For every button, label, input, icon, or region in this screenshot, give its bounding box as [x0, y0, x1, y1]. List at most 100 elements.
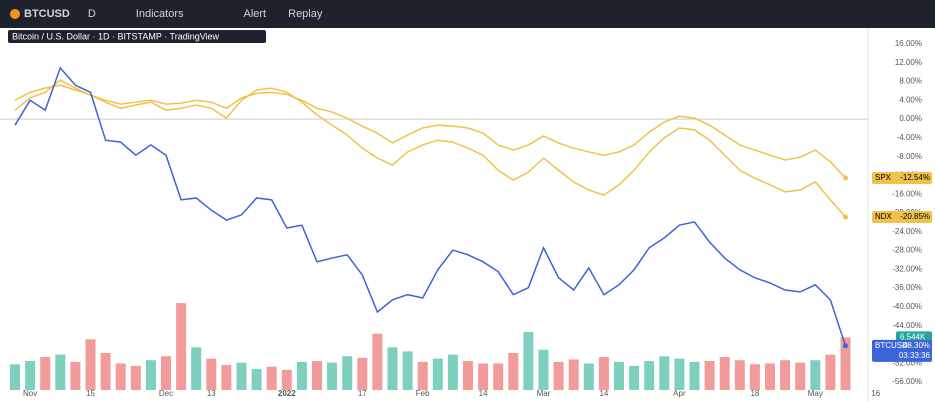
y-tick-label: -8.00%	[897, 152, 922, 161]
x-tick-label: 13	[207, 389, 216, 398]
volume-bar	[508, 352, 519, 390]
volume-bar	[206, 358, 217, 390]
volume-bar	[85, 339, 96, 390]
y-tick-label: -32.00%	[892, 264, 922, 273]
x-tick-label: Dec	[159, 389, 173, 398]
volume-bar	[221, 365, 232, 390]
volume-bar	[130, 365, 141, 390]
x-tick-label: 15	[86, 389, 95, 398]
x-tick-label: May	[808, 389, 823, 398]
x-tick-label: 14	[599, 389, 608, 398]
volume-bar	[719, 357, 730, 390]
price-tag-value: -12.54%	[900, 173, 930, 182]
volume-bar	[598, 357, 609, 390]
volume-bar	[387, 347, 398, 390]
volume-bar	[115, 363, 126, 390]
volume-bar	[825, 354, 836, 390]
chart: Bitcoin / U.S. Dollar · 1D · BITSTAMP · …	[0, 28, 932, 401]
volume-bar	[644, 361, 655, 390]
volume-bar	[25, 361, 36, 390]
volume-bar	[840, 337, 851, 390]
replay-button[interactable]: Replay	[288, 8, 323, 20]
price-tag	[872, 339, 932, 362]
volume-label: 6.544K	[900, 332, 926, 341]
volume-bar	[296, 361, 307, 390]
symbol[interactable]: BTCUSD	[24, 8, 70, 20]
volume-bar	[312, 361, 322, 390]
volume-bar	[689, 361, 700, 390]
volume-bar	[176, 303, 187, 390]
volume-bar	[704, 361, 715, 390]
x-tick-label: 18	[750, 389, 759, 398]
last-point	[843, 343, 848, 349]
volume-bar	[734, 360, 745, 390]
volume-bar	[553, 361, 564, 390]
volume-bar	[674, 358, 685, 390]
volume-bar	[538, 349, 549, 390]
x-tick-label: 17	[358, 389, 367, 398]
volume-bar	[478, 363, 489, 390]
indicators-button[interactable]: Indicators	[135, 8, 184, 20]
y-tick-label: -4.00%	[897, 133, 922, 142]
y-tick-label: -28.00%	[892, 246, 922, 255]
volume-bar	[523, 332, 534, 390]
volume-bar	[251, 369, 262, 390]
last-point	[843, 214, 848, 220]
volume-bar	[55, 354, 66, 390]
volume-bar	[795, 362, 806, 390]
volume-bar	[40, 357, 51, 390]
volume-bar	[432, 358, 443, 390]
y-tick-label: 16.00%	[895, 39, 922, 48]
volume-bar	[357, 357, 368, 390]
alert-button[interactable]: Alert	[243, 8, 267, 20]
y-tick-label: -36.00%	[892, 283, 922, 292]
x-tick-label: Mar	[537, 389, 551, 398]
volume-bar	[161, 356, 171, 390]
price-tag-name: SPX	[875, 173, 892, 182]
y-tick-label: -52.00%	[892, 358, 922, 367]
price-tag-value: -48.30%	[900, 341, 930, 350]
x-tick-label: 14	[479, 389, 488, 398]
volume-bar	[100, 352, 111, 390]
chart-title: Bitcoin / U.S. Dollar · 1D · BITSTAMP · …	[12, 31, 220, 41]
series-line	[14, 84, 847, 179]
volume-bar	[236, 362, 247, 390]
y-tick-label: 8.00%	[899, 77, 922, 86]
legend-box	[8, 30, 266, 43]
series-line	[14, 79, 847, 218]
series-line	[14, 66, 847, 347]
price-tag	[872, 210, 932, 223]
volume-bar	[463, 361, 473, 390]
symbol-icon	[10, 9, 20, 19]
volume-bar	[629, 365, 640, 390]
price-tag-value: -20.85%	[900, 212, 930, 221]
volume-bar	[281, 369, 292, 390]
volume-bar	[447, 354, 458, 390]
volume-bar	[583, 363, 594, 390]
x-tick-label: 2022	[278, 389, 296, 398]
volume-bar	[493, 363, 504, 390]
y-tick-label: -16.00%	[892, 189, 922, 198]
volume-bar	[70, 361, 81, 390]
y-tick-label: 0.00%	[899, 114, 922, 123]
volume-bar	[372, 333, 383, 390]
volume-bar	[765, 363, 775, 390]
x-tick-label: 16	[871, 389, 880, 398]
last-point	[843, 175, 848, 181]
volume-bar	[568, 359, 579, 390]
y-tick-label: -44.00%	[892, 321, 922, 330]
interval[interactable]: D	[87, 8, 96, 20]
volume-bar	[810, 360, 821, 390]
volume-bar	[145, 360, 156, 390]
toolbar: BTCUSD D Indicators Alert Replay	[0, 0, 935, 28]
volume-bar	[780, 360, 791, 390]
volume-bar	[342, 356, 353, 390]
volume-bar	[614, 361, 624, 390]
y-tick-label: 12.00%	[895, 58, 922, 67]
volume-bar	[10, 364, 20, 390]
volume-bar	[417, 361, 428, 390]
volume-bar	[327, 362, 338, 390]
y-tick-label: -40.00%	[892, 302, 922, 311]
volume-bar	[266, 366, 277, 390]
